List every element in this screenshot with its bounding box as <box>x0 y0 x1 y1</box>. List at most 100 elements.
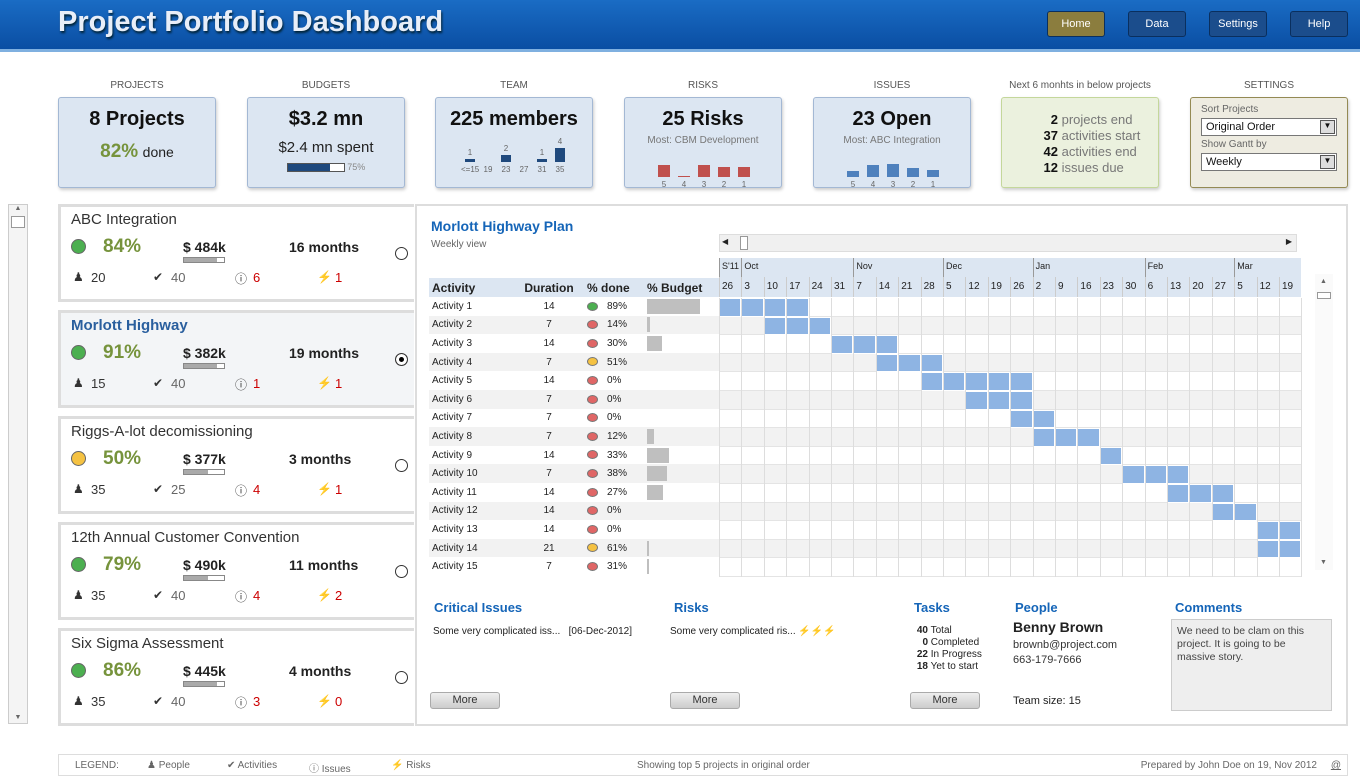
project-people: 15 <box>91 376 106 391</box>
gantt-bar[interactable] <box>1144 465 1167 484</box>
scroll-right-icon[interactable]: ▶ <box>1285 237 1292 246</box>
activity-name: Activity 8 <box>432 430 473 442</box>
person-email[interactable]: brownb@project.com <box>1013 639 1118 651</box>
chevron-down-icon[interactable]: ▼ <box>1320 155 1335 169</box>
activity-done: 14% <box>584 316 644 335</box>
gantt-bar[interactable] <box>875 335 899 354</box>
project-card[interactable]: ABC Integration 84% $ 484k 16 months ♟ 20 ✔ 40 ⓘ… <box>58 204 414 302</box>
table-row[interactable]: Activity 5 14 0% <box>429 371 719 390</box>
gantt-bar[interactable] <box>965 391 988 410</box>
gantt-bar[interactable] <box>1167 484 1190 503</box>
project-card[interactable]: Six Sigma Assessment 86% $ 445k 4 months ♟ 35… <box>58 628 414 726</box>
risks-more-button[interactable]: More <box>670 692 740 709</box>
table-row[interactable]: Activity 7 7 0% <box>429 409 719 428</box>
gantt-bar[interactable] <box>786 298 809 317</box>
gantt-bar[interactable] <box>1010 409 1033 429</box>
table-row[interactable]: Activity 14 21 61% <box>429 538 719 558</box>
gantt-gridline <box>763 298 765 577</box>
table-row[interactable]: Activity 12 14 0% <box>429 501 719 521</box>
scroll-thumb[interactable] <box>1317 292 1331 299</box>
gantt-bar[interactable] <box>1032 428 1055 447</box>
gantt-bar[interactable] <box>763 298 787 317</box>
nav-data-button[interactable]: Data <box>1128 11 1186 37</box>
check-icon: ✔ <box>153 588 164 602</box>
gantt-bar[interactable] <box>1256 539 1279 559</box>
gantt-bar[interactable] <box>853 335 876 354</box>
table-row[interactable]: Activity 6 7 0% <box>429 389 719 409</box>
nav-help-button[interactable]: Help <box>1290 11 1348 37</box>
gantt-hscrollbar[interactable]: ◀ ▶ <box>719 234 1297 252</box>
table-row[interactable]: Activity 10 7 38% <box>429 464 719 483</box>
gantt-vscrollbar[interactable]: ▲ ▼ <box>1315 274 1333 570</box>
gantt-bar[interactable] <box>1279 521 1302 540</box>
table-row[interactable]: Activity 11 14 27% <box>429 483 719 502</box>
project-radio[interactable] <box>395 565 408 578</box>
project-card[interactable]: Riggs-A-lot decomissioning 50% $ 377k 3 mon… <box>58 416 414 514</box>
activity-done: 30% <box>584 334 644 353</box>
critical-issue-item[interactable]: Some very complicated iss... [06-Dec-201… <box>433 626 632 637</box>
gantt-bar[interactable] <box>741 298 764 317</box>
gantt-bar[interactable] <box>920 353 943 373</box>
project-card[interactable]: 12th Annual Customer Convention 79% $ 490k… <box>58 522 414 620</box>
chevron-down-icon[interactable]: ▼ <box>1320 120 1335 134</box>
gantt-bar[interactable] <box>943 372 966 391</box>
gantt-bar[interactable] <box>920 372 943 391</box>
gantt-bar[interactable] <box>1256 521 1279 540</box>
gantt-bar[interactable] <box>786 316 809 336</box>
table-row[interactable]: Activity 8 7 12% <box>429 427 719 446</box>
gantt-select[interactable]: Weekly ▼ <box>1201 153 1337 171</box>
scroll-down-icon[interactable]: ▼ <box>1320 559 1327 566</box>
nav-home-button[interactable]: Home <box>1047 11 1105 37</box>
gantt-bar[interactable] <box>1211 484 1235 503</box>
project-radio[interactable] <box>395 247 408 260</box>
gantt-bar[interactable] <box>1122 465 1145 484</box>
scroll-thumb[interactable] <box>11 216 25 228</box>
critical-more-button[interactable]: More <box>430 692 500 709</box>
scroll-left-icon[interactable]: ◀ <box>722 237 729 246</box>
activity-budget <box>644 316 719 335</box>
gantt-bar[interactable] <box>808 316 831 336</box>
gantt-bar[interactable] <box>1032 409 1055 429</box>
table-row[interactable]: Activity 15 7 31% <box>429 557 719 576</box>
activity-done-pct: 0% <box>607 523 622 535</box>
scroll-up-icon[interactable]: ▲ <box>14 205 22 212</box>
email-link[interactable]: @ <box>1330 760 1341 771</box>
project-card[interactable]: Morlott Highway 91% $ 382k 19 months ♟ 15 ✔ 40 ⓘ… <box>58 310 414 408</box>
gantt-bar[interactable] <box>831 335 854 354</box>
nav-settings-button[interactable]: Settings <box>1209 11 1267 37</box>
gantt-bar[interactable] <box>1010 372 1033 391</box>
scroll-down-icon[interactable]: ▼ <box>14 714 22 721</box>
gantt-bar[interactable] <box>1010 391 1033 410</box>
project-radio[interactable] <box>395 353 408 366</box>
table-row[interactable]: Activity 13 14 0% <box>429 520 719 539</box>
risk-item[interactable]: Some very complicated ris... ⚡⚡⚡ <box>670 626 836 637</box>
gantt-bar[interactable] <box>1055 428 1078 447</box>
gantt-bar[interactable] <box>965 372 988 391</box>
table-row[interactable]: Activity 3 14 30% <box>429 334 719 353</box>
table-row[interactable]: Activity 4 7 51% <box>429 352 719 372</box>
table-row[interactable]: Activity 9 14 33% <box>429 446 719 465</box>
gantt-bar[interactable] <box>1189 484 1212 503</box>
gantt-bar[interactable] <box>763 316 787 336</box>
gantt-bar[interactable] <box>1099 446 1123 466</box>
comments-box[interactable]: We need to be clam on this project. It i… <box>1171 619 1332 711</box>
gantt-bar[interactable] <box>1077 428 1100 447</box>
tasks-more-button[interactable]: More <box>910 692 980 709</box>
gantt-bar[interactable] <box>1167 465 1190 484</box>
gantt-bar[interactable] <box>1211 502 1235 522</box>
gantt-bar[interactable] <box>719 298 742 317</box>
gantt-bar[interactable] <box>987 391 1011 410</box>
scroll-up-icon[interactable]: ▲ <box>1320 278 1327 285</box>
table-row[interactable]: Activity 1 14 89% <box>429 297 719 316</box>
gantt-bar[interactable] <box>1234 502 1257 522</box>
gantt-bar[interactable] <box>987 372 1011 391</box>
sort-select[interactable]: Original Order ▼ <box>1201 118 1337 136</box>
gantt-bar[interactable] <box>1279 539 1302 559</box>
table-row[interactable]: Activity 2 7 14% <box>429 315 719 335</box>
gantt-bar[interactable] <box>875 353 899 373</box>
scroll-thumb[interactable] <box>740 236 748 250</box>
gantt-bar[interactable] <box>898 353 921 373</box>
project-radio[interactable] <box>395 459 408 472</box>
projects-scrollbar[interactable]: ▲ ▼ <box>8 204 28 724</box>
project-radio[interactable] <box>395 671 408 684</box>
